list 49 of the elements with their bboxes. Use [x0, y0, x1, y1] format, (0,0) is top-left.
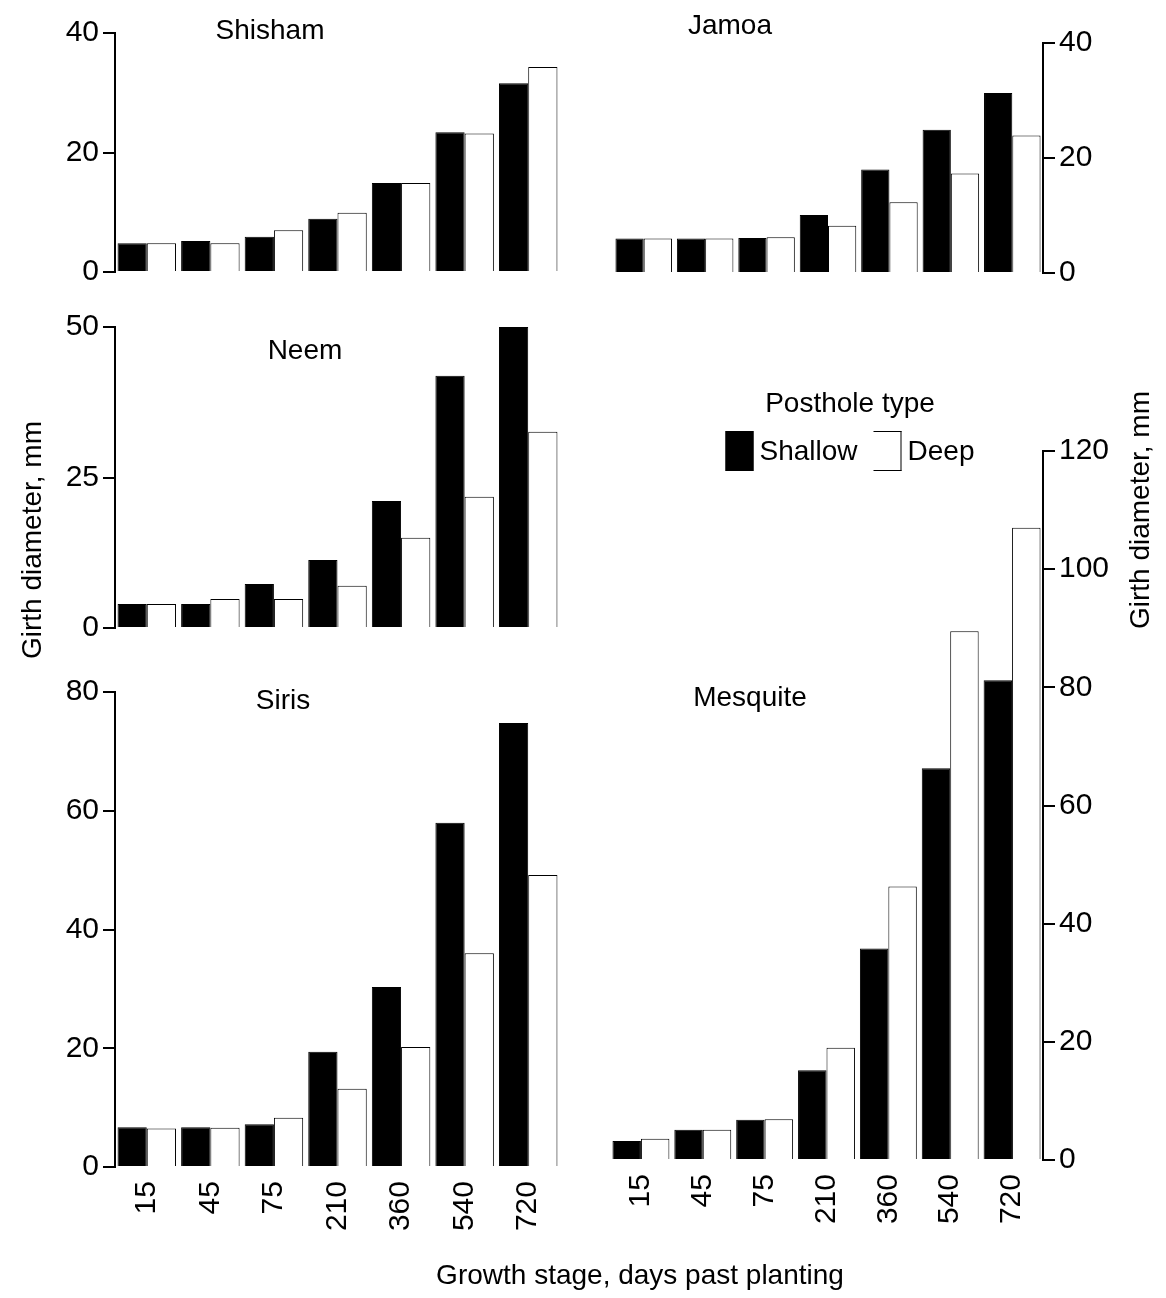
x-tick-label: 15	[128, 1181, 162, 1215]
y2-axis-title: Girth diameter, mm	[1124, 390, 1156, 630]
bar	[181, 603, 211, 627]
y-tick-label: 60	[65, 792, 99, 826]
chart-title: Jamoa	[687, 9, 773, 41]
x-tick-label: 45	[684, 1174, 718, 1208]
y2-tick-label: 0	[1059, 254, 1076, 288]
y-tick-label: 80	[65, 673, 99, 707]
y2-tick-label: 80	[1059, 668, 1093, 702]
y-tick-label: 0	[82, 253, 99, 287]
x-tick-label: 210	[318, 1181, 352, 1232]
y2-tick-label: 0	[1059, 1141, 1076, 1175]
y2-tick-label: 120	[1059, 432, 1110, 466]
y-tick-label: 40	[65, 14, 99, 48]
y-tick-label: 25	[65, 458, 99, 492]
x-tick-label: 15	[622, 1174, 656, 1208]
y2-tick-label: 20	[1059, 139, 1093, 173]
chart-title: Shisham	[215, 14, 325, 46]
x-tick-label: 75	[255, 1181, 289, 1215]
x-tick-label: 720	[509, 1181, 543, 1232]
legend-title: Posthole type	[764, 387, 936, 419]
x-tick-label: 360	[869, 1174, 903, 1225]
x-tick-label: 540	[445, 1181, 479, 1232]
y-tick-label: 20	[65, 133, 99, 167]
x-tick-label: 45	[191, 1181, 225, 1215]
y-tick-label: 0	[82, 1148, 99, 1182]
text: Mesquite	[693, 681, 807, 713]
chart-title: Siris	[255, 684, 311, 716]
y2-tick-label: 60	[1059, 786, 1093, 820]
bar	[983, 680, 1013, 1159]
y-tick-label: 40	[65, 910, 99, 944]
bar	[738, 237, 767, 272]
y-axis-title: Girth diameter, mm	[16, 420, 48, 660]
y2-tick-label: 40	[1059, 904, 1093, 938]
x-tick-label: 540	[931, 1174, 965, 1225]
y-tick-label: 50	[65, 308, 99, 342]
x-tick-label: 75	[745, 1174, 779, 1208]
chart-title: Neem	[267, 334, 343, 366]
x-tick-label: 210	[807, 1174, 841, 1225]
y-tick-label: 0	[82, 609, 99, 643]
legend-label: Shallow	[759, 435, 858, 466]
y-tick-label: 20	[65, 1029, 99, 1063]
legend-label: Deep	[907, 435, 975, 466]
x-tick-label: 360	[382, 1181, 416, 1232]
y2-tick-label: 20	[1059, 1023, 1093, 1057]
y2-tick-label: 100	[1059, 550, 1110, 584]
x-axis-title: Growth stage, days past planting	[436, 1259, 844, 1291]
x-tick-label: 720	[993, 1174, 1027, 1225]
y2-tick-label: 40	[1059, 24, 1093, 58]
